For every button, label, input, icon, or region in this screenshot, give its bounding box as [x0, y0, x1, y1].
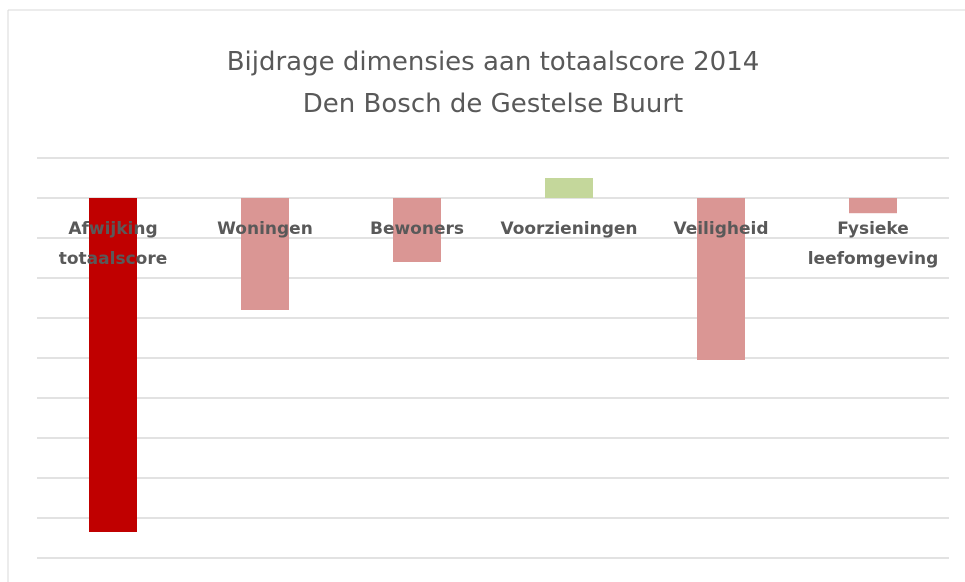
bar [545, 178, 593, 198]
x-tick-label: Veiligheid [673, 219, 769, 239]
bar [89, 198, 137, 532]
bar [697, 198, 745, 360]
x-tick-label: Fysieke leefomgeving [807, 219, 939, 269]
bar [849, 198, 897, 214]
x-tick-label: Bewoners [369, 219, 464, 239]
chart-subtitle: Den Bosch de Gestelse Buurt [303, 89, 683, 119]
x-tick-label: Afwijking totaalscore [58, 219, 168, 269]
bar [241, 198, 289, 310]
x-tick-label: Voorzieningen [500, 219, 638, 239]
x-tick-label: Woningen [217, 219, 313, 239]
bar [393, 198, 441, 262]
chart-title: Bijdrage dimensies aan totaalscore 2014 [227, 47, 760, 77]
